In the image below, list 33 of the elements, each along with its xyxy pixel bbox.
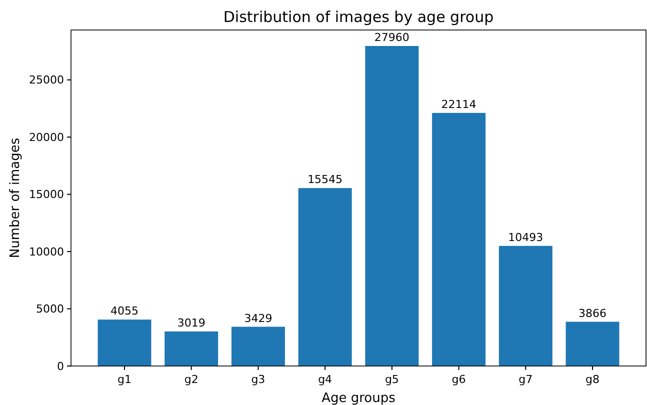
data-label: 3019 xyxy=(177,316,206,330)
x-tick-label: g4 xyxy=(318,373,332,386)
bar xyxy=(164,331,218,366)
data-label: 3866 xyxy=(578,306,607,320)
bar xyxy=(98,320,152,366)
x-tick-label: g7 xyxy=(518,373,533,386)
x-axis-title: Age groups xyxy=(322,391,396,405)
bar xyxy=(365,46,419,366)
y-tick-label: 5000 xyxy=(36,302,64,316)
y-tick-label: 25000 xyxy=(29,74,64,87)
y-tick-label: 20000 xyxy=(29,130,64,144)
y-tick-label: 0 xyxy=(57,360,64,373)
bar xyxy=(298,188,352,366)
x-tick-label: g5 xyxy=(384,373,399,386)
bar xyxy=(432,112,486,366)
bar xyxy=(498,246,552,366)
x-tick-label: g6 xyxy=(452,373,466,386)
bar xyxy=(231,326,285,366)
chart-title: Distribution of images by age group xyxy=(223,8,494,26)
data-label: 27960 xyxy=(374,31,410,44)
x-tick-label: g3 xyxy=(251,373,266,386)
x-tick-label: g2 xyxy=(184,373,198,386)
data-label: 15545 xyxy=(308,173,343,186)
x-tick-label: g1 xyxy=(117,373,132,386)
data-label: 3429 xyxy=(244,312,272,325)
y-axis-title: Number of images xyxy=(8,138,23,258)
data-label: 4055 xyxy=(110,304,138,318)
bar xyxy=(566,322,620,366)
y-tick-label: 15000 xyxy=(29,188,64,202)
data-label: 10493 xyxy=(508,230,544,244)
x-tick-label: g8 xyxy=(586,373,600,386)
y-tick-label: 10000 xyxy=(29,245,64,258)
data-label: 22114 xyxy=(441,98,476,111)
